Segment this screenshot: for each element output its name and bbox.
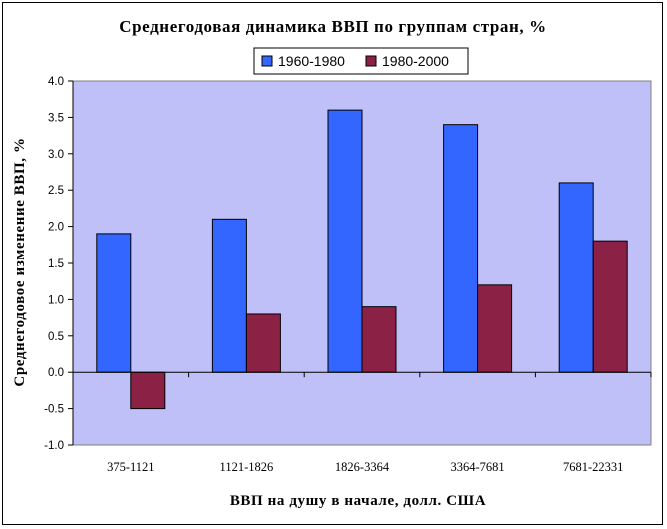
- bar-1960-1980-1121-1826: [211, 218, 247, 373]
- x-category-label: 1826-3364: [335, 460, 390, 474]
- y-tick-label: 0.5: [48, 331, 64, 343]
- y-tick-label: 1.0: [48, 294, 64, 306]
- y-tick-label: 2.5: [48, 185, 64, 197]
- chart-title: Среднегодовая динамика ВВП по группам ст…: [119, 17, 546, 36]
- y-tick-label: 1.5: [48, 258, 64, 270]
- bar-1960-1980-7681-22331: [558, 182, 594, 373]
- legend-box: [253, 47, 469, 75]
- y-tick-label: 3.5: [48, 112, 64, 124]
- legend-swatch-1960-1980: [261, 55, 273, 67]
- bar-1980-2000-7681-22331: [592, 240, 628, 373]
- bar-1980-2000-1826-3364: [361, 306, 397, 373]
- x-category-label: 375-1121: [107, 460, 154, 474]
- y-tick-label: 3.0: [48, 149, 64, 161]
- y-tick-label: 2.0: [48, 222, 64, 234]
- x-category-label: 3364-7681: [451, 460, 505, 474]
- y-tick-label: 4.0: [48, 76, 64, 88]
- x-category-label: 7681-22331: [563, 460, 623, 474]
- bar-1960-1980-3364-7681: [443, 124, 479, 373]
- y-tick-label: -0.5: [44, 404, 64, 416]
- legend-swatch-1980-2000: [365, 55, 377, 67]
- legend-label: 1980-2000: [382, 53, 449, 69]
- y-tick-label: -1.0: [44, 440, 64, 452]
- y-axis-title: Среднегодовое изменение ВВП, %: [12, 137, 28, 386]
- bar-1960-1980-1826-3364: [327, 109, 363, 373]
- bar-1980-2000-3364-7681: [477, 284, 513, 373]
- bar-1980-2000-1121-1826: [245, 313, 281, 373]
- bar-1980-2000-375-1121: [130, 371, 166, 410]
- legend-label: 1960-1980: [278, 53, 345, 69]
- y-tick-label: 0.0: [48, 367, 64, 379]
- x-axis-title: ВВП на душу в начале, долл. США: [230, 493, 486, 509]
- bar-1960-1980-375-1121: [96, 233, 132, 373]
- x-category-label: 1121-1826: [220, 460, 274, 474]
